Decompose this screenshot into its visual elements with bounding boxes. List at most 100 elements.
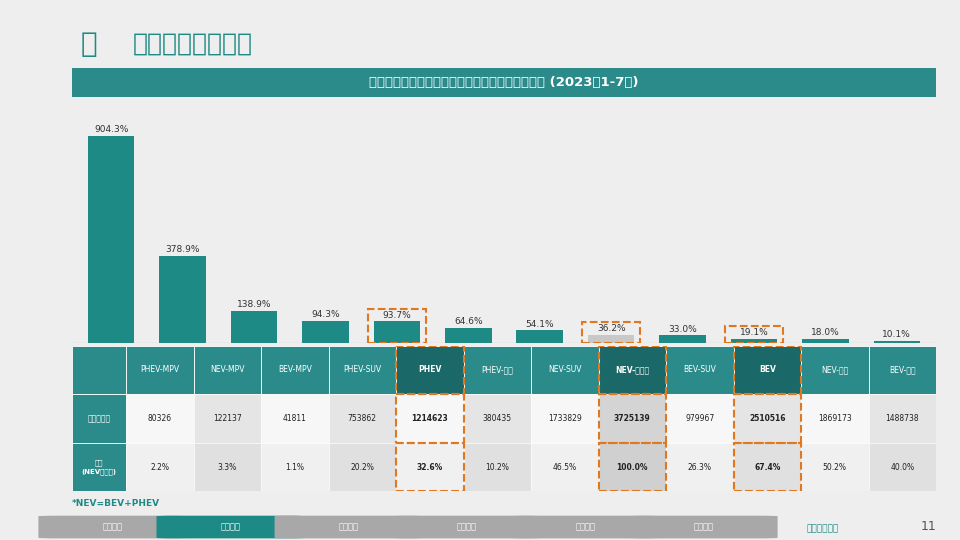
Bar bbox=[733, 394, 801, 443]
Text: 32.6%: 32.6% bbox=[417, 463, 443, 471]
Bar bbox=[302, 321, 348, 343]
Bar bbox=[396, 443, 464, 491]
Text: *NEV=BEV+PHEV: *NEV=BEV+PHEV bbox=[72, 499, 160, 508]
Text: 3725139: 3725139 bbox=[613, 414, 651, 423]
Bar bbox=[869, 443, 936, 491]
FancyBboxPatch shape bbox=[38, 516, 187, 538]
Bar bbox=[598, 394, 666, 443]
Text: 2510516: 2510516 bbox=[749, 414, 785, 423]
Bar bbox=[328, 394, 396, 443]
Text: 36.2%: 36.2% bbox=[597, 324, 625, 333]
Text: PHEV-MPV: PHEV-MPV bbox=[140, 366, 180, 374]
Bar bbox=[874, 341, 920, 343]
Text: 64.6%: 64.6% bbox=[454, 318, 483, 326]
Bar bbox=[396, 394, 464, 443]
Bar bbox=[328, 346, 396, 394]
Text: 80326: 80326 bbox=[148, 414, 172, 423]
Text: PHEV-SUV: PHEV-SUV bbox=[343, 366, 381, 374]
Text: 33.0%: 33.0% bbox=[668, 325, 697, 334]
Bar bbox=[801, 394, 869, 443]
Text: 94.3%: 94.3% bbox=[311, 310, 340, 320]
Text: 11: 11 bbox=[921, 520, 936, 533]
Bar bbox=[396, 346, 464, 394]
Text: 细分定位: 细分定位 bbox=[457, 522, 477, 531]
Text: PHEV: PHEV bbox=[418, 366, 442, 374]
Bar bbox=[396, 443, 464, 491]
Bar bbox=[126, 443, 194, 491]
Text: BEV-轿车: BEV-轿车 bbox=[889, 366, 916, 374]
Text: 979967: 979967 bbox=[685, 414, 714, 423]
Bar bbox=[803, 339, 849, 343]
Bar bbox=[126, 346, 194, 394]
Text: 10.2%: 10.2% bbox=[486, 463, 509, 471]
Text: 车型大类细分市场: 车型大类细分市场 bbox=[132, 32, 252, 56]
Text: 技术类别: 技术类别 bbox=[103, 522, 123, 531]
Text: BEV-SUV: BEV-SUV bbox=[684, 366, 716, 374]
Text: NEV-轿车: NEV-轿车 bbox=[821, 366, 849, 374]
Bar bbox=[88, 136, 134, 343]
Text: 深度分析报告: 深度分析报告 bbox=[806, 524, 839, 533]
Text: 122137: 122137 bbox=[213, 414, 242, 423]
Bar bbox=[396, 394, 464, 443]
Bar bbox=[368, 309, 426, 343]
Bar bbox=[725, 326, 782, 343]
Bar bbox=[733, 346, 801, 394]
Text: 20.2%: 20.2% bbox=[350, 463, 374, 471]
Text: 1488738: 1488738 bbox=[885, 414, 919, 423]
Bar bbox=[733, 394, 801, 443]
Bar bbox=[598, 394, 666, 443]
Text: 100.0%: 100.0% bbox=[616, 463, 648, 471]
Text: 138.9%: 138.9% bbox=[237, 300, 272, 309]
Text: 41811: 41811 bbox=[283, 414, 306, 423]
FancyBboxPatch shape bbox=[511, 516, 660, 538]
Bar bbox=[531, 443, 598, 491]
Bar bbox=[72, 346, 126, 394]
Bar bbox=[194, 394, 261, 443]
Text: 销量（辆）: 销量（辆） bbox=[87, 414, 110, 423]
Text: 》: 》 bbox=[81, 30, 97, 58]
Text: NEV-MPV: NEV-MPV bbox=[210, 366, 245, 374]
Bar bbox=[194, 443, 261, 491]
Text: 品牌定位: 品牌定位 bbox=[339, 522, 359, 531]
Bar bbox=[464, 394, 531, 443]
Text: 93.7%: 93.7% bbox=[382, 310, 411, 320]
Text: 904.3%: 904.3% bbox=[94, 125, 129, 134]
Bar bbox=[230, 311, 277, 343]
Text: 40.0%: 40.0% bbox=[890, 463, 914, 471]
Bar bbox=[194, 346, 261, 394]
Bar bbox=[588, 335, 635, 343]
Bar bbox=[733, 346, 801, 394]
Bar bbox=[733, 443, 801, 491]
Bar bbox=[261, 346, 328, 394]
Text: 价格定位: 价格定位 bbox=[575, 522, 595, 531]
Text: 车型大类: 车型大类 bbox=[221, 522, 241, 531]
Text: 3.3%: 3.3% bbox=[218, 463, 237, 471]
Bar bbox=[598, 443, 666, 491]
Text: 1733829: 1733829 bbox=[548, 414, 582, 423]
Bar bbox=[328, 443, 396, 491]
Bar bbox=[445, 328, 492, 343]
Bar bbox=[464, 443, 531, 491]
Text: 753862: 753862 bbox=[348, 414, 376, 423]
Bar bbox=[598, 346, 666, 394]
Text: 54.1%: 54.1% bbox=[525, 320, 554, 329]
Text: PHEV-轿车: PHEV-轿车 bbox=[481, 366, 514, 374]
Bar bbox=[660, 335, 706, 343]
Text: 19.1%: 19.1% bbox=[739, 328, 768, 336]
Bar bbox=[72, 443, 126, 491]
FancyBboxPatch shape bbox=[393, 516, 541, 538]
Text: 46.5%: 46.5% bbox=[553, 463, 577, 471]
Text: 1869173: 1869173 bbox=[818, 414, 852, 423]
Text: 378.9%: 378.9% bbox=[165, 245, 200, 254]
Text: BEV-MPV: BEV-MPV bbox=[277, 366, 312, 374]
Bar bbox=[373, 321, 420, 343]
Text: 1.1%: 1.1% bbox=[285, 463, 304, 471]
Bar bbox=[666, 443, 733, 491]
Text: 新能源市场各车型不同技术类型增速、销量和份额 (2023年1-7月): 新能源市场各车型不同技术类型增速、销量和份额 (2023年1-7月) bbox=[370, 76, 638, 89]
Text: 企业竞争: 企业竞争 bbox=[693, 522, 713, 531]
Bar bbox=[666, 394, 733, 443]
Text: 份额
(NEV总市场): 份额 (NEV总市场) bbox=[82, 460, 116, 475]
Text: 380435: 380435 bbox=[483, 414, 512, 423]
Bar bbox=[598, 346, 666, 394]
Bar bbox=[72, 394, 126, 443]
